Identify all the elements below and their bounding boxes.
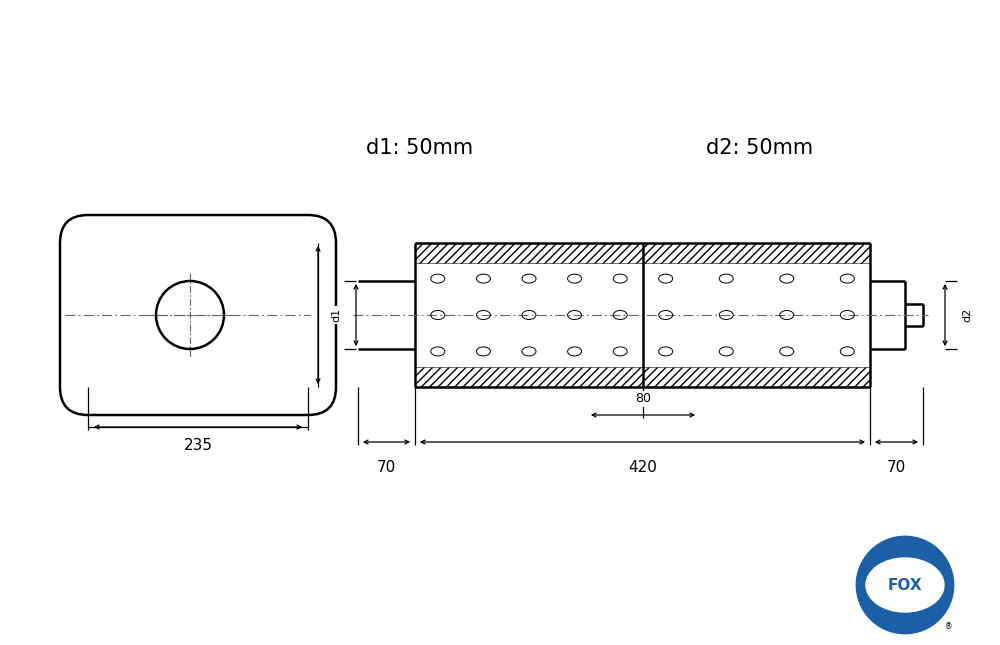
Text: 70: 70 (887, 459, 906, 475)
Text: 235: 235 (184, 437, 212, 453)
Text: ®: ® (945, 622, 953, 631)
Bar (415, 243, 643, 263)
Text: 80: 80 (635, 393, 651, 406)
Text: 420: 420 (628, 459, 657, 475)
Text: FOX: FOX (888, 577, 922, 593)
Text: 70: 70 (377, 459, 396, 475)
Bar (643, 243, 870, 263)
Bar (643, 367, 870, 387)
Text: d2: d2 (962, 308, 972, 322)
Ellipse shape (866, 558, 944, 612)
Text: d2: 50mm: d2: 50mm (706, 138, 814, 158)
Circle shape (857, 537, 953, 633)
Text: d1: 50mm: d1: 50mm (366, 138, 474, 158)
Bar (415, 367, 643, 387)
Text: d1: d1 (331, 308, 341, 322)
Text: 97: 97 (330, 307, 342, 323)
